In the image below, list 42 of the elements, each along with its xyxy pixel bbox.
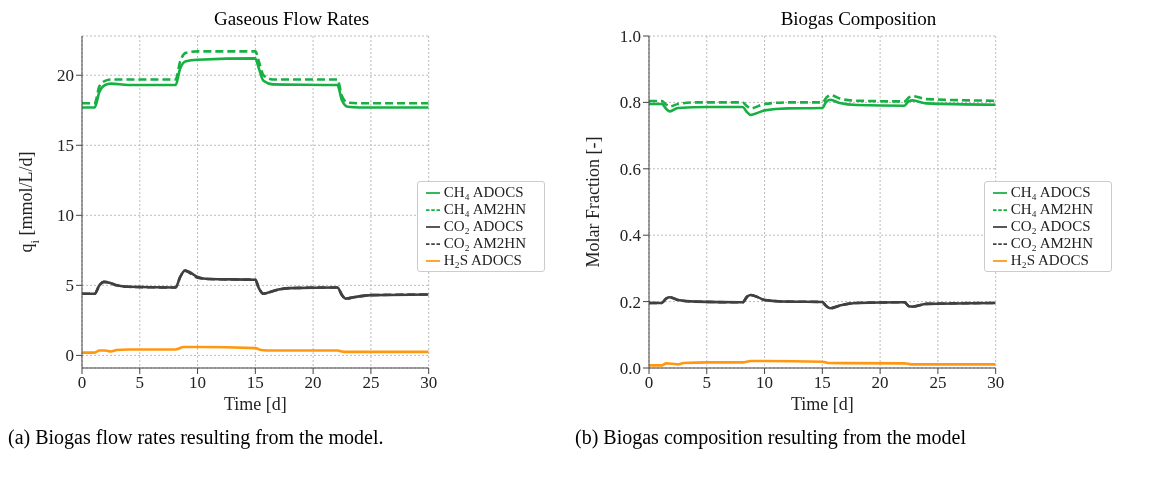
y-tick-label: 5 <box>65 276 74 296</box>
legend-label: CO₂ AM2HN <box>1010 234 1093 251</box>
x-tick-label: 25 <box>929 373 947 393</box>
y-tick-label: 0.4 <box>619 226 642 246</box>
legend-label: CO₂ ADOCS <box>1010 217 1091 234</box>
legend-label: CH₄ ADOCS <box>443 183 524 200</box>
x-tick-label: 15 <box>246 373 264 393</box>
text: (a) Biogas flow rates resulting from the model. <box>8 426 385 449</box>
text: (b) Biogas composition resulting from the model <box>575 426 968 449</box>
y-tick-label: 0.2 <box>619 292 641 312</box>
x-tick-label: 5 <box>135 373 145 393</box>
y-tick-label: 0.6 <box>619 159 641 179</box>
x-tick-label: 10 <box>756 373 774 393</box>
chart-title: Biogas Composition <box>780 8 937 29</box>
x-tick-label: 5 <box>702 373 712 393</box>
y-axis-title: Molar Fraction [-] <box>583 136 603 268</box>
y-tick-label: 0.0 <box>619 359 641 379</box>
x-tick-label: 15 <box>813 373 831 393</box>
legend-label: H₂S ADOCS <box>443 251 522 268</box>
legend-label: CO₂ ADOCS <box>443 217 524 234</box>
y-tick-label: 0.8 <box>619 93 641 113</box>
x-tick-label: 20 <box>871 373 889 393</box>
y-tick-label: 20 <box>57 66 74 86</box>
x-tick-label: 30 <box>987 373 1005 393</box>
line-series <box>82 50 429 105</box>
x-axis-title: Time [d] <box>223 394 287 414</box>
y-tick-label: 0 <box>65 346 74 366</box>
x-tick-label: 20 <box>304 373 322 393</box>
legend-label: CH₄ AM2HN <box>1010 200 1093 217</box>
legend-label: CH₄ ADOCS <box>1010 183 1091 200</box>
x-tick-label: 0 <box>644 373 654 393</box>
legend-label: CH₄ AM2HN <box>443 200 526 217</box>
legend-label: CO₂ AM2HN <box>443 234 526 251</box>
y-tick-label: 1.0 <box>619 27 641 47</box>
x-tick-label: 25 <box>362 373 380 393</box>
x-tick-label: 30 <box>420 373 438 393</box>
legend-label: H₂S ADOCS <box>1010 251 1089 268</box>
chart-title: Gaseous Flow Rates <box>212 8 371 30</box>
y-tick-label: 10 <box>57 206 74 226</box>
y-tick-label: 15 <box>57 136 74 156</box>
x-axis-title: Time [d] <box>790 394 854 414</box>
x-tick-label: 10 <box>189 373 207 393</box>
